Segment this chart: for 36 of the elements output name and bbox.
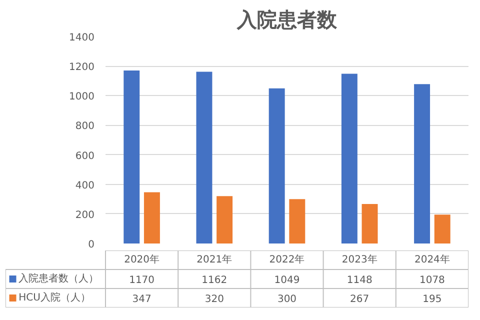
data-label: 347 [132,294,152,305]
bar [268,88,285,244]
x-tick-label: 2023年 [342,254,378,266]
y-tick-label: 800 [75,121,95,132]
data-label: 1078 [419,275,445,286]
y-tick-label: 400 [75,180,95,192]
data-label: 1170 [129,275,155,286]
bar [362,204,378,244]
y-tick-label: 1200 [69,62,95,74]
y-tick-label: 1000 [69,92,95,103]
data-label: 1148 [346,275,372,286]
bar [124,70,140,244]
x-tick-label: 2020年 [124,254,160,266]
x-tick-label: 2024年 [414,254,450,266]
data-label: 1049 [274,275,300,286]
x-tick-label: 2021年 [196,254,232,266]
bar [414,84,430,244]
data-label: 195 [422,294,442,305]
bar [196,72,212,244]
data-label: 320 [204,294,224,305]
x-tick-label: 2022年 [269,254,305,266]
data-label: 1162 [202,275,228,286]
y-tick-label: 0 [88,240,95,250]
data-label: 300 [277,294,297,305]
legend-label: HCU入院（人） [18,292,90,304]
bar [216,196,233,244]
bar [341,74,358,244]
bar [144,192,160,244]
y-tick-label: 600 [75,150,95,162]
bar [434,214,450,244]
data-label: 267 [350,294,370,305]
y-tick-label: 1400 [69,32,95,44]
legend-label: 入院患者数（人） [18,272,99,284]
chart-title: 入院患者数 [236,8,338,32]
bar [289,199,306,244]
y-tick-label: 200 [75,210,95,221]
